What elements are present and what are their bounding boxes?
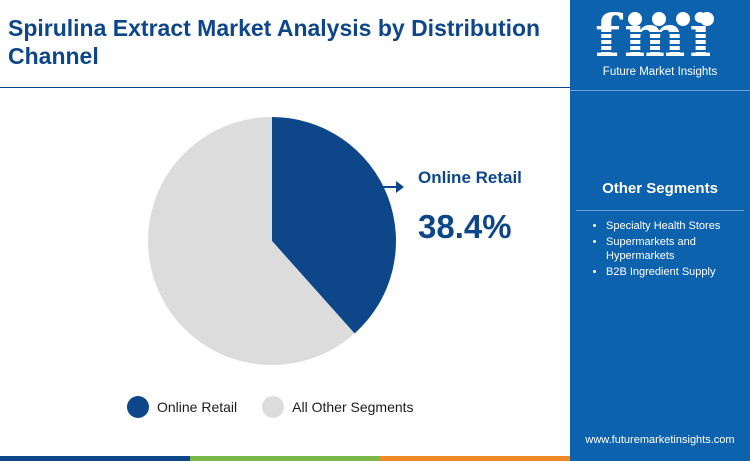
globe-icon	[652, 12, 666, 26]
other-segments-list: Specialty Health Stores Supermarkets and…	[592, 219, 750, 281]
globe-icon	[676, 12, 690, 26]
logo-tagline: Future Market Insights	[602, 66, 718, 78]
callout-label: Online Retail	[418, 168, 522, 187]
legend-item-other-segments: All Other Segments	[262, 396, 414, 418]
bottom-bar-segment	[380, 456, 570, 461]
website-url: www.futuremarketinsights.com	[585, 434, 735, 446]
segment-item: Supermarkets and Hypermarkets	[606, 235, 750, 263]
bottom-bar-segment	[190, 456, 380, 461]
legend-swatch-other-segments	[262, 396, 285, 418]
globe-icon	[628, 12, 642, 26]
callout-value: 38.4%	[418, 208, 512, 245]
legend-item-online-retail: Online Retail	[127, 396, 237, 418]
legend-swatch-online-retail	[127, 396, 149, 418]
legend-label-online-retail: Online Retail	[157, 399, 238, 415]
callout-arrow	[382, 181, 404, 193]
sidebar: fmi Future Market Insights Other Segment…	[570, 0, 750, 461]
bottom-color-bar	[0, 456, 570, 461]
other-segments-heading: Other Segments	[602, 180, 718, 197]
bottom-bar-segment	[0, 456, 190, 461]
segments-divider	[576, 210, 744, 211]
chart-title: Spirulina Extract Market Analysis by Dis…	[8, 15, 541, 69]
chart-legend: Online Retail All Other Segments	[127, 396, 439, 418]
logo-divider	[570, 90, 750, 91]
segment-item: Specialty Health Stores	[606, 219, 750, 233]
pie-slice-online-retail	[272, 117, 396, 334]
pie-chart	[147, 117, 404, 366]
fmi-logo: fmi Future Market Insights	[570, 0, 750, 90]
globe-icon	[700, 12, 714, 26]
pie-slice-all-other-segments	[147, 117, 355, 366]
title-divider	[0, 87, 570, 88]
segment-item: B2B Ingredient Supply	[606, 265, 750, 279]
legend-label-other-segments: All Other Segments	[292, 399, 414, 415]
logo-stripes	[595, 28, 725, 68]
